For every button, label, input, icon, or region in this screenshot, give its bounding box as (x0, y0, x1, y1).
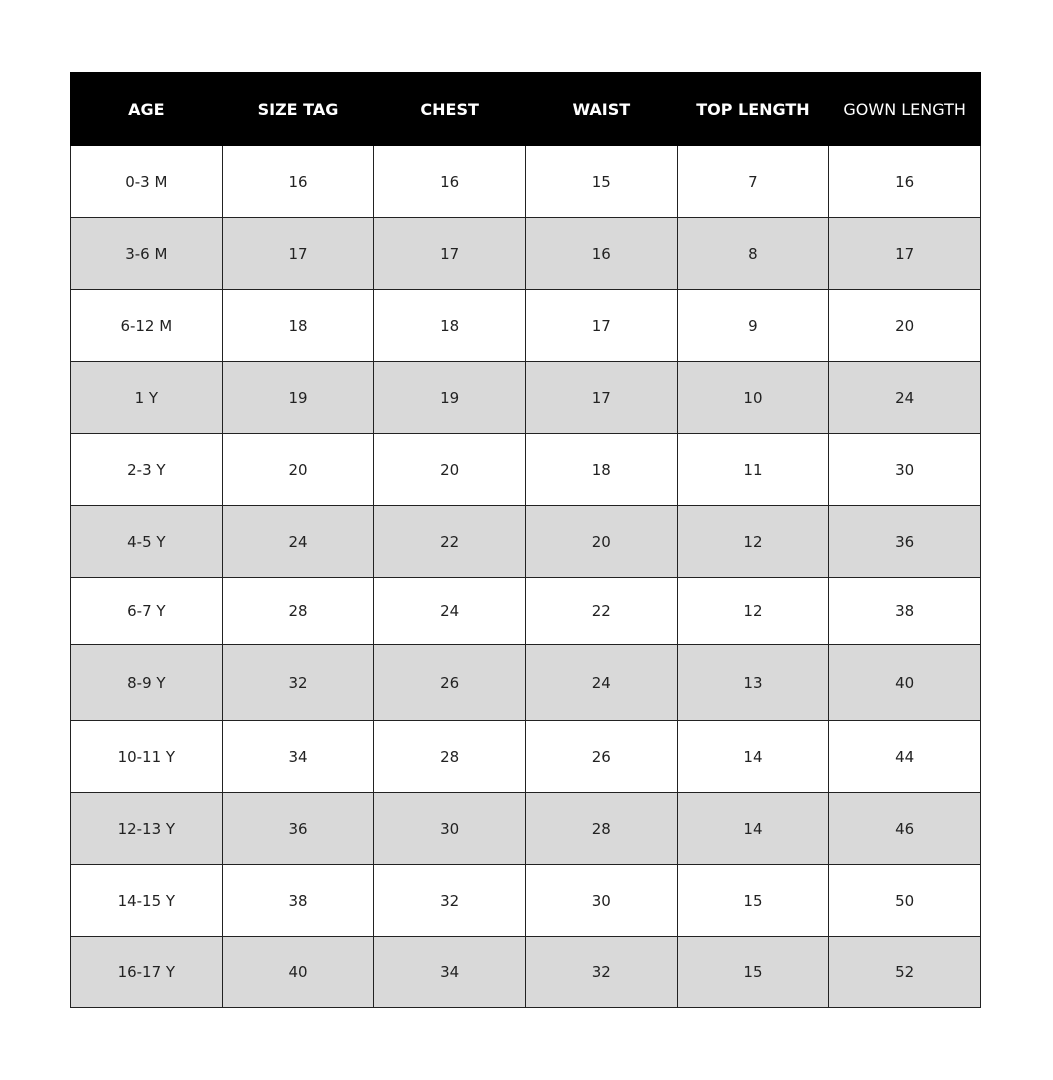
measurement-cell: 20 (524, 505, 678, 578)
table-row: 4-5 Y 24 22 20 12 36 (70, 505, 981, 578)
measurement-cell: 17 (373, 217, 526, 290)
measurement-cell: 30 (828, 433, 981, 506)
table-row: 10-11 Y 34 28 26 14 44 (70, 720, 981, 793)
measurement-cell: 17 (828, 217, 981, 290)
measurement-cell: 9 (676, 289, 830, 362)
measurement-cell: 20 (828, 289, 981, 362)
measurement-cell: 15 (676, 936, 830, 1008)
table-row: 2-3 Y 20 20 18 11 30 (70, 433, 981, 506)
measurement-cell: 40 (828, 644, 981, 721)
header-cell: TOP LENGTH (676, 72, 830, 146)
measurement-cell: 19 (373, 361, 526, 434)
measurement-cell: 16 (373, 145, 526, 218)
measurement-cell: 24 (373, 577, 526, 645)
measurement-cell: 7 (676, 145, 830, 218)
age-cell: 12-13 Y (70, 792, 223, 865)
table-row: 14-15 Y 38 32 30 15 50 (70, 864, 981, 937)
measurement-cell: 36 (221, 792, 375, 865)
measurement-cell: 30 (373, 792, 526, 865)
measurement-cell: 17 (524, 361, 678, 434)
age-cell: 2-3 Y (70, 433, 223, 506)
table-body: 0-3 M 16 16 15 7 16 3-6 M 17 17 16 8 17 6-12 M 18 18 17… (70, 145, 981, 1008)
measurement-cell: 50 (828, 864, 981, 937)
measurement-cell: 32 (373, 864, 526, 937)
measurement-cell: 26 (373, 644, 526, 721)
measurement-cell: 38 (828, 577, 981, 645)
measurement-cell: 18 (221, 289, 375, 362)
measurement-cell: 40 (221, 936, 375, 1008)
measurement-cell: 18 (524, 433, 678, 506)
table-row: 8-9 Y 32 26 24 13 40 (70, 644, 981, 721)
measurement-cell: 34 (221, 720, 375, 793)
measurement-cell: 24 (524, 644, 678, 721)
measurement-cell: 15 (676, 864, 830, 937)
table-row: 12-13 Y 36 30 28 14 46 (70, 792, 981, 865)
measurement-cell: 12 (676, 577, 830, 645)
measurement-cell: 18 (373, 289, 526, 362)
measurement-cell: 22 (524, 577, 678, 645)
measurement-cell: 28 (221, 577, 375, 645)
table-row: 6-12 M 18 18 17 9 20 (70, 289, 981, 362)
measurement-cell: 38 (221, 864, 375, 937)
measurement-cell: 52 (828, 936, 981, 1008)
header-cell: WAIST (524, 72, 678, 146)
age-cell: 0-3 M (70, 145, 223, 218)
measurement-cell: 17 (524, 289, 678, 362)
table-row: 6-7 Y 28 24 22 12 38 (70, 577, 981, 645)
measurement-cell: 19 (221, 361, 375, 434)
age-cell: 10-11 Y (70, 720, 223, 793)
measurement-cell: 16 (221, 145, 375, 218)
age-cell: 6-12 M (70, 289, 223, 362)
measurement-cell: 16 (828, 145, 981, 218)
measurement-cell: 16 (524, 217, 678, 290)
measurement-cell: 20 (373, 433, 526, 506)
age-cell: 6-7 Y (70, 577, 223, 645)
age-cell: 16-17 Y (70, 936, 223, 1008)
header-cell: CHEST (373, 72, 526, 146)
table-row: 1 Y 19 19 17 10 24 (70, 361, 981, 434)
measurement-cell: 46 (828, 792, 981, 865)
measurement-cell: 15 (524, 145, 678, 218)
age-cell: 8-9 Y (70, 644, 223, 721)
table-row: 0-3 M 16 16 15 7 16 (70, 145, 981, 218)
measurement-cell: 32 (524, 936, 678, 1008)
measurement-cell: 44 (828, 720, 981, 793)
measurement-cell: 24 (221, 505, 375, 578)
measurement-cell: 30 (524, 864, 678, 937)
header-cell: SIZE TAG (221, 72, 375, 146)
header-cell: AGE (70, 72, 223, 146)
measurement-cell: 17 (221, 217, 375, 290)
measurement-cell: 26 (524, 720, 678, 793)
measurement-cell: 24 (828, 361, 981, 434)
measurement-cell: 13 (676, 644, 830, 721)
header-cell: GOWN LENGTH (828, 72, 981, 146)
table-row: 16-17 Y 40 34 32 15 52 (70, 936, 981, 1008)
measurement-cell: 12 (676, 505, 830, 578)
age-cell: 14-15 Y (70, 864, 223, 937)
measurement-cell: 36 (828, 505, 981, 578)
measurement-cell: 28 (524, 792, 678, 865)
size-chart-table: AGE SIZE TAG CHEST WAIST TOP LENGTH GOWN LENG… (70, 72, 981, 1008)
measurement-cell: 20 (221, 433, 375, 506)
measurement-cell: 34 (373, 936, 526, 1008)
measurement-cell: 14 (676, 792, 830, 865)
measurement-cell: 8 (676, 217, 830, 290)
age-cell: 1 Y (70, 361, 223, 434)
age-cell: 4-5 Y (70, 505, 223, 578)
measurement-cell: 10 (676, 361, 830, 434)
header-row: AGE SIZE TAG CHEST WAIST TOP LENGTH GOWN LENG… (70, 72, 981, 146)
age-cell: 3-6 M (70, 217, 223, 290)
measurement-cell: 28 (373, 720, 526, 793)
table-row: 3-6 M 17 17 16 8 17 (70, 217, 981, 290)
measurement-cell: 32 (221, 644, 375, 721)
measurement-cell: 14 (676, 720, 830, 793)
measurement-cell: 22 (373, 505, 526, 578)
measurement-cell: 11 (676, 433, 830, 506)
